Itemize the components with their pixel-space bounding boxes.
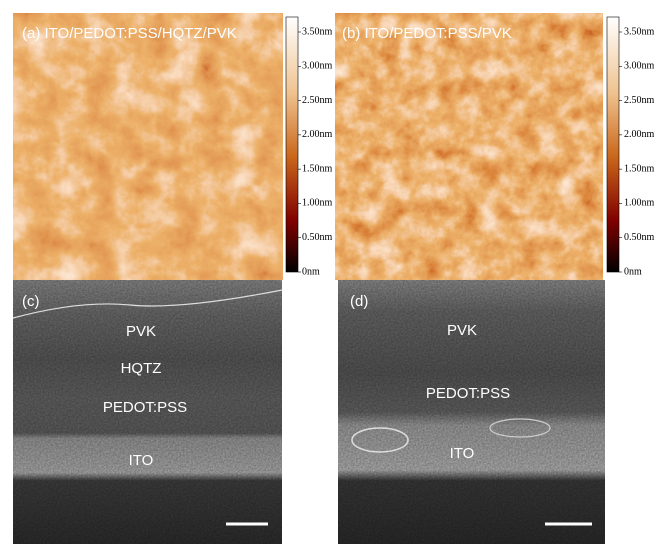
layer-label: PEDOT:PSS [426,385,510,402]
afm-image-a [13,13,283,280]
panel-label: (d) [350,293,368,310]
colorbar-tick-label: 2.50nm [302,95,333,106]
colorbar-tick-label: 1.50nm [624,163,655,174]
colorbar-a [285,16,299,273]
sem-texture-d [338,280,605,544]
sem-texture-c [13,280,282,544]
colorbar-tick-label: 2.00nm [302,129,333,140]
colorbar-tick-label: 0.50nm [302,232,333,243]
colorbar-tick-label: 3.00nm [624,61,655,72]
colorbar-tick-label: 1.50nm [302,163,333,174]
panel-label: (a) ITO/PEDOT:PSS/HQTZ/PVK [22,25,237,42]
layer-label: HQTZ [121,360,162,377]
colorbar-tick-label: 0.50nm [624,232,655,243]
layer-label: PEDOT:PSS [103,399,187,416]
layer-label: PVK [126,323,156,340]
afm-image-b [335,13,603,280]
colorbar-tick-label: 3.00nm [302,61,333,72]
panel-label: (b) ITO/PEDOT:PSS/PVK [342,25,512,42]
layer-label: ITO [450,445,475,462]
panel-label: (c) [22,293,40,310]
layer-label: PVK [447,322,477,339]
colorbar-tick-label: 2.50nm [624,95,655,106]
colorbar-tick-label: 3.50nm [302,26,333,37]
colorbar-tick-label: 0nm [302,266,320,277]
grain [489,418,551,438]
colorbar-tick-label: 2.00nm [624,129,655,140]
layer-label: ITO [129,452,154,469]
colorbar-tick-label: 1.00nm [624,198,655,209]
crack [12,289,283,319]
colorbar-tick-label: 3.50nm [624,26,655,37]
colorbar-b [606,16,620,273]
colorbar-tick-label: 1.00nm [302,198,333,209]
colorbar-tick-label: 0nm [624,266,642,277]
grain [351,427,409,453]
